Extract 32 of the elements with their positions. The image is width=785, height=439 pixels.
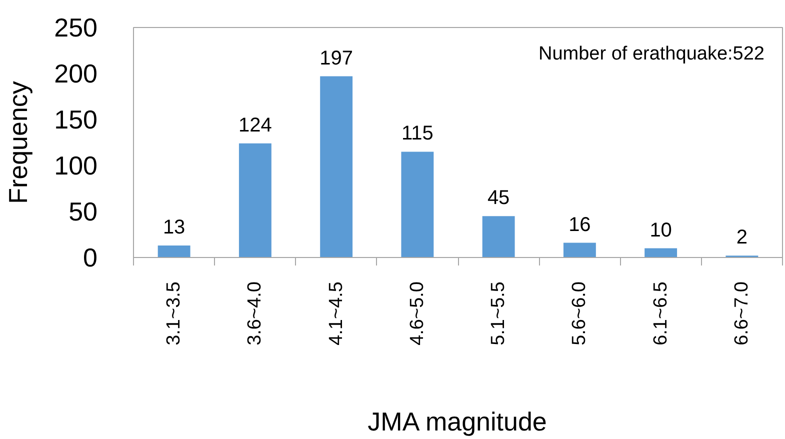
bar: [158, 246, 190, 258]
x-tick-label: 3.6~4.0: [244, 282, 266, 346]
data-label: 115: [401, 122, 434, 145]
data-label: 45: [487, 187, 510, 210]
x-tick-label: 4.1~4.5: [326, 282, 347, 346]
data-label: 124: [238, 114, 272, 136]
data-label: 2: [736, 226, 748, 249]
y-tick-label: 50: [68, 196, 98, 226]
data-label: 197: [320, 47, 354, 70]
bar: [563, 242, 596, 258]
data-label: 13: [162, 216, 186, 239]
y-tick-label: 100: [54, 150, 98, 180]
x-tick-label: 4.6~5.0: [406, 282, 428, 346]
y-axis-title: Frequency: [3, 81, 34, 204]
data-label: 10: [650, 219, 672, 242]
y-tick-label: 200: [54, 58, 98, 88]
y-tick-label: 150: [54, 104, 98, 134]
y-tick-label: 250: [54, 12, 98, 42]
x-tick-label: 6.6~7.0: [731, 282, 752, 346]
bar: [320, 76, 353, 258]
bar: [482, 216, 515, 258]
y-tick-label: 0: [83, 242, 98, 272]
x-axis-title: JMA magnitude: [368, 406, 547, 436]
x-tick-label: 5.1~5.5: [488, 282, 510, 346]
x-tick-label: 6.1~6.5: [650, 282, 672, 346]
bar: [401, 152, 434, 258]
x-tick-label: 3.1~3.5: [164, 282, 185, 346]
bar: [644, 248, 678, 258]
bar: [238, 143, 272, 258]
x-tick-label: 5.6~6.0: [569, 282, 590, 346]
data-label: 16: [568, 214, 591, 236]
annotation: Number of erathquake:522: [538, 44, 765, 64]
